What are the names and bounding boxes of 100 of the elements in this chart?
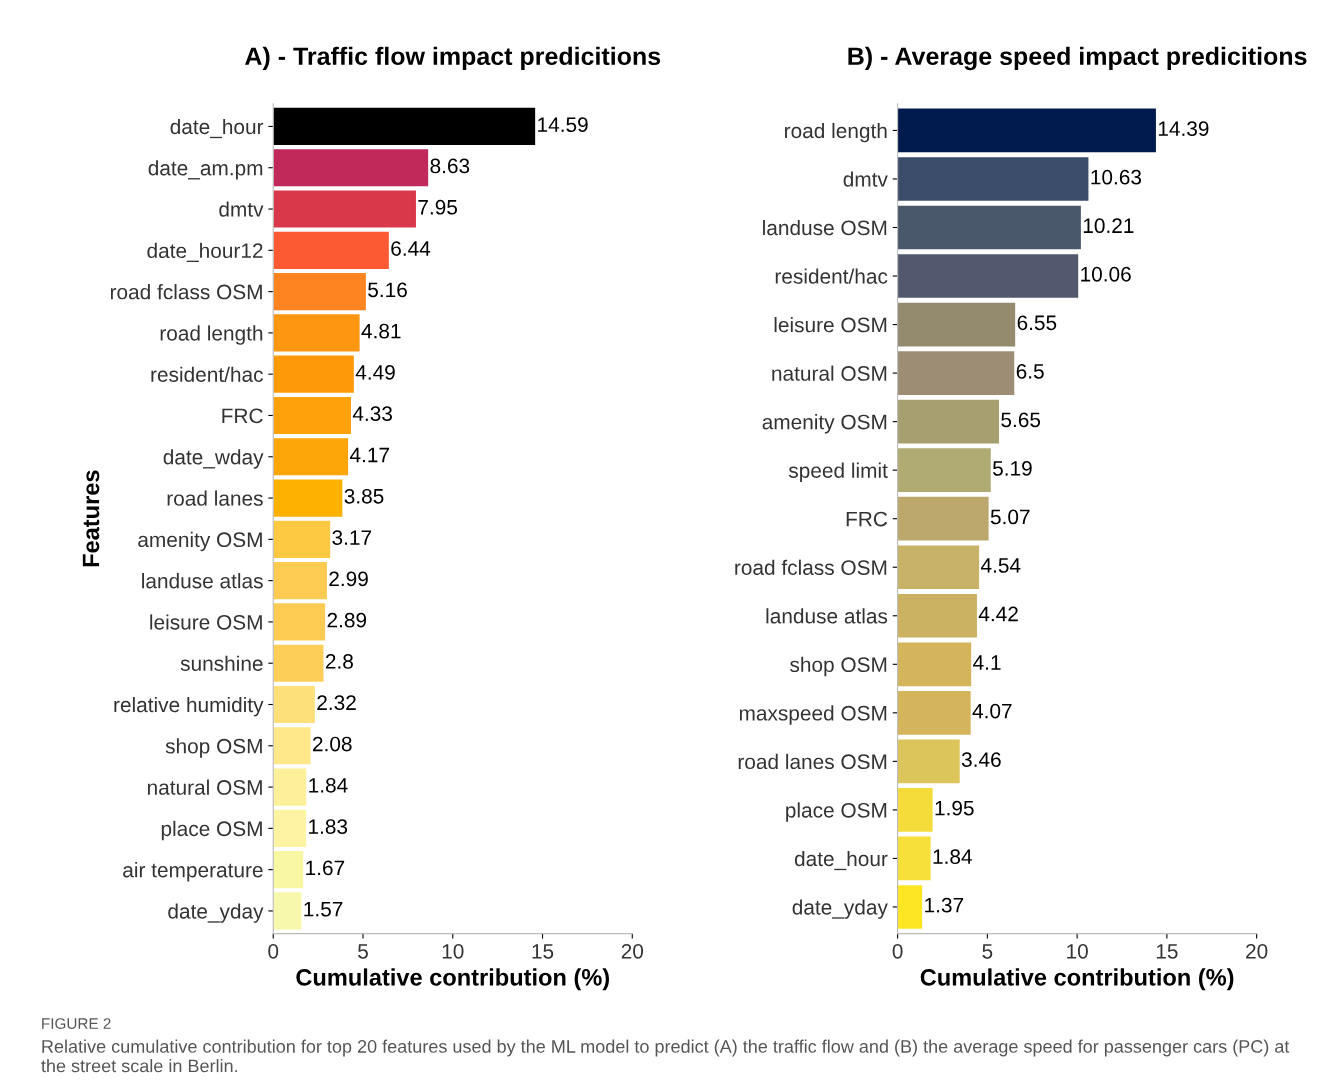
y-tick-label: leisure OSM (774, 317, 887, 333)
data-label: 1.83 (309, 819, 348, 834)
data-label: 10.63 (1091, 169, 1142, 185)
y-tick-label: speed limit (788, 462, 888, 483)
data-label: 8.63 (430, 158, 470, 174)
bar (897, 739, 960, 784)
y-tick-label: natural OSM (772, 365, 887, 381)
bar (897, 496, 989, 541)
data-label: 7.95 (418, 199, 458, 215)
y-tick-label: road lanes OSM (738, 753, 887, 770)
bar (273, 562, 327, 600)
y-tick-label: date_wday (163, 449, 264, 469)
bar (897, 885, 923, 929)
bar (897, 690, 971, 735)
data-label: 5.65 (1001, 412, 1041, 428)
y-tick-label: date_hour (794, 850, 888, 871)
bar (273, 520, 331, 558)
bar (273, 809, 307, 847)
y-tick-label: natural OSM (147, 779, 262, 795)
bar (273, 231, 389, 269)
y-tick-label: dmtv (219, 201, 264, 217)
x-tick-label: 15 (1156, 944, 1178, 959)
y-tick-label: resident/hac (151, 366, 263, 382)
y-tick-label: road length (785, 122, 887, 143)
data-label: 2.08 (313, 736, 352, 752)
bar (273, 685, 315, 724)
x-axis-title: Cumulative contribution (%) (296, 968, 609, 991)
y-tick-label: amenity OSM (138, 531, 262, 552)
data-label: 5.16 (368, 282, 407, 298)
bar (897, 205, 1081, 250)
data-label: 3.85 (344, 488, 384, 504)
data-label: 5.19 (992, 461, 1032, 476)
y-tick-label: road fclass OSM (735, 559, 887, 575)
caption: FIGURE 2 (42, 1018, 111, 1029)
y-axis-title: Features (82, 470, 100, 567)
y-tick-label: amenity OSM (762, 414, 887, 434)
bar (273, 892, 302, 930)
bar (273, 851, 304, 889)
chart-title: A) - Traffic flow impact predicitions (245, 46, 661, 71)
bar (897, 642, 972, 687)
y-tick-label: leisure OSM (150, 614, 262, 630)
data-label: 14.59 (538, 117, 588, 133)
data-label: 4.42 (978, 606, 1018, 622)
data-label: 4.33 (352, 406, 392, 422)
chart-title: B) - Average speed impact predicitions (848, 46, 1307, 71)
data-label: 4.07 (972, 703, 1012, 719)
bar (897, 254, 1079, 298)
bar (897, 108, 1156, 153)
bar (273, 355, 354, 393)
data-label: 1.57 (304, 902, 343, 917)
bar (273, 314, 360, 352)
y-tick-label: sunshine (180, 655, 263, 671)
data-label: 3.46 (961, 752, 1001, 767)
y-tick-label: date_am.pm (148, 160, 263, 180)
data-label: 4.17 (349, 447, 389, 463)
x-tick-label: 5 (982, 944, 993, 959)
data-label: 2.8 (325, 654, 353, 669)
data-label: 10.06 (1081, 266, 1131, 282)
y-tick-label: landuse atlas (142, 573, 263, 589)
bar (897, 836, 931, 881)
bar (273, 603, 326, 641)
x-tick-label: 20 (621, 943, 644, 959)
data-label: 1.37 (925, 897, 964, 913)
x-tick-label: 20 (1246, 943, 1268, 959)
data-label: 10.21 (1083, 218, 1134, 234)
bar (897, 157, 1089, 201)
data-label: 4.54 (980, 558, 1021, 573)
bar (897, 545, 980, 590)
data-label: 1.95 (935, 800, 974, 816)
x-tick-label: 10 (442, 943, 464, 959)
bar (273, 768, 307, 806)
y-tick-label: road lanes (167, 490, 263, 506)
data-label: 2.99 (329, 571, 368, 587)
y-tick-label: relative humidity (114, 696, 264, 717)
y-tick-label: place OSM (161, 820, 262, 841)
y-tick-label: landuse atlas (766, 608, 888, 624)
y-tick-label: landuse OSM (763, 219, 887, 236)
data-label: 2.32 (317, 695, 356, 711)
bar (897, 302, 1016, 347)
data-label: 4.1 (973, 655, 1001, 670)
data-label: 1.84 (933, 849, 972, 865)
y-tick-label: road length (160, 325, 263, 345)
bar (897, 593, 977, 638)
data-label: 14.39 (1158, 121, 1209, 137)
bar (273, 396, 351, 435)
y-tick-label: FRC (846, 511, 888, 527)
data-label: 6.5 (1016, 363, 1044, 379)
data-label: 2.89 (327, 612, 367, 628)
y-tick-label: date_hour12 (147, 242, 263, 263)
data-label: 1.84 (309, 777, 348, 793)
x-tick-label: 0 (892, 943, 903, 959)
data-label: 4.81 (361, 323, 401, 339)
y-tick-label: date_hour (170, 118, 264, 139)
bar (273, 149, 429, 187)
y-tick-label: place OSM (786, 802, 887, 822)
bar (273, 479, 343, 517)
bar (897, 399, 1000, 444)
bar (897, 788, 933, 832)
text: Relative cumulative contribution for top 20 features used by the ML model to predict (A) the traffic flow and (B) the average speed for passenger cars (PC) at the street scale in Berlin. (41, 1039, 1290, 1073)
data-label: 5.07 (990, 509, 1030, 525)
